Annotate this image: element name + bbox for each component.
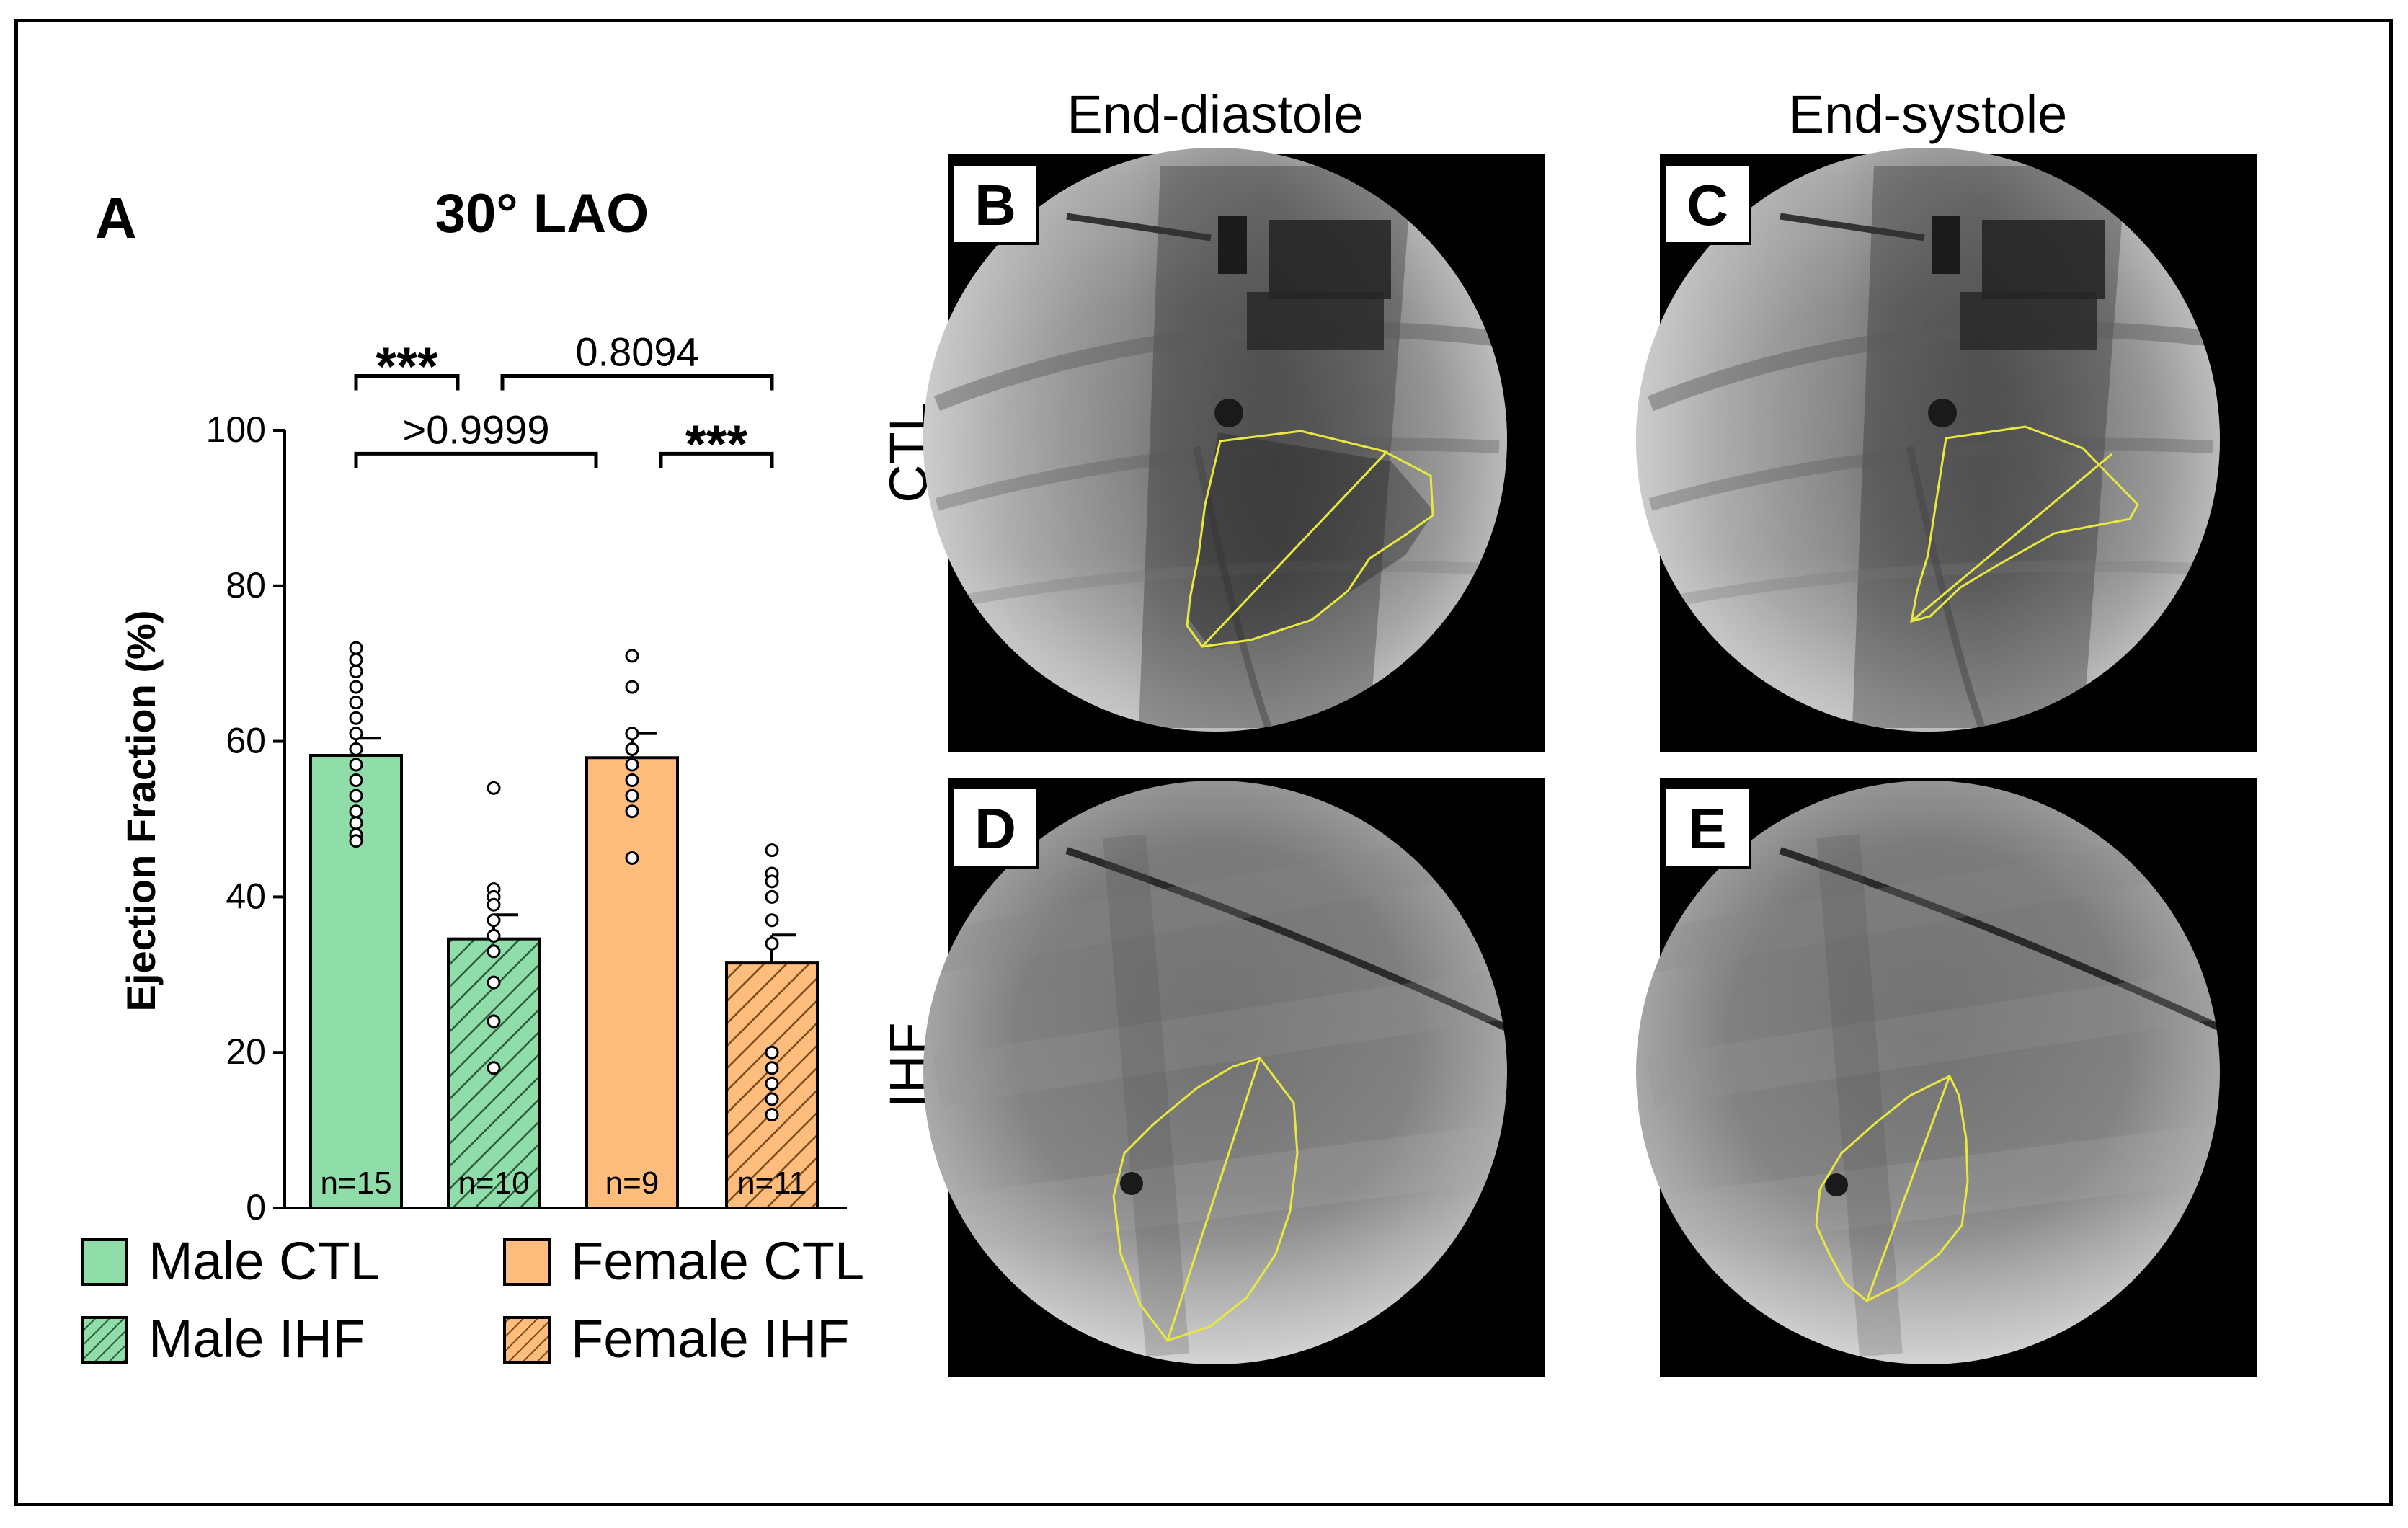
data-point	[625, 649, 639, 663]
y-tick-label: 100	[206, 409, 266, 450]
data-point	[349, 641, 363, 655]
data-point	[625, 758, 639, 772]
data-point	[765, 1076, 779, 1091]
comparison-bracket	[354, 373, 460, 391]
y-tick-label: 60	[226, 721, 266, 761]
column-header-end-systole: End-systole	[1789, 84, 2068, 144]
panel-b-angiogram: B	[923, 148, 1545, 752]
data-point	[349, 804, 363, 819]
comparison-label: 0.8094	[575, 329, 698, 374]
data-point	[765, 1061, 779, 1075]
data-point	[487, 1014, 501, 1029]
data-point	[487, 928, 501, 943]
data-point	[487, 897, 501, 912]
panel-c-angiogram: C	[1636, 148, 2257, 752]
data-point	[349, 664, 363, 678]
bars-group	[309, 754, 819, 1210]
data-point	[625, 742, 639, 756]
data-point	[487, 1061, 501, 1075]
data-point	[625, 727, 639, 741]
comparison-label: ***	[685, 414, 748, 474]
data-point	[487, 944, 501, 959]
error-bars-group	[355, 732, 796, 964]
chart-title: 30° LAO	[435, 183, 649, 244]
y-tick-label: 40	[226, 876, 266, 916]
data-point	[349, 742, 363, 756]
lv-outline-b	[1186, 430, 1434, 648]
data-point	[487, 781, 501, 795]
y-tick-label: 0	[246, 1187, 266, 1227]
n-label: n=15	[320, 1165, 391, 1201]
panel-e-xray-image	[1636, 781, 2220, 1364]
data-point	[349, 816, 363, 830]
data-point	[349, 834, 363, 848]
panel-d-angiogram: D	[923, 778, 1545, 1377]
data-point	[765, 889, 779, 904]
data-point	[349, 696, 363, 710]
data-point	[349, 652, 363, 667]
legend-swatch	[503, 1238, 551, 1286]
legend-label: Female CTL	[571, 1231, 864, 1291]
n-label: n=10	[458, 1165, 529, 1201]
comparison-label: >0.9999	[403, 407, 550, 452]
n-labels-group: n=15 n=10 n=9 n=11	[320, 1165, 806, 1201]
panel-b-xray-image	[923, 148, 1507, 732]
panel-d-xray-image	[923, 781, 1507, 1364]
y-tick-label: 80	[226, 565, 266, 605]
panel-letter-c: C	[1687, 173, 1728, 237]
comparison-bracket	[659, 451, 774, 468]
legend-label: Male CTL	[148, 1231, 380, 1291]
panel-letter-e: E	[1688, 796, 1726, 861]
panel-letter-a: A	[95, 186, 137, 250]
data-point	[349, 773, 363, 788]
data-point	[349, 758, 363, 772]
panel-letter-b: B	[974, 173, 1016, 237]
legend-swatch	[81, 1316, 128, 1364]
data-point	[765, 1108, 779, 1122]
data-point	[765, 936, 779, 951]
y-axis-label: Ejection Fraction (%)	[118, 610, 164, 1012]
data-point	[487, 913, 501, 928]
data-point	[765, 843, 779, 858]
comparison-label: ***	[376, 336, 438, 396]
data-point	[349, 789, 363, 803]
column-header-end-diastole: End-diastole	[1067, 84, 1363, 144]
lv-outline-c	[1910, 425, 2139, 623]
data-point	[765, 913, 779, 928]
comparison-bracket	[354, 451, 598, 468]
data-point	[765, 1045, 779, 1060]
data-point	[765, 874, 779, 889]
n-label: n=9	[605, 1165, 659, 1201]
legend-label: Male IHF	[148, 1309, 365, 1369]
panel-letter-d: D	[974, 796, 1016, 861]
data-point	[625, 680, 639, 694]
n-label: n=11	[737, 1165, 807, 1201]
legend: Male CTL Female CTL Male IHF Female IHF	[81, 1231, 864, 1369]
lv-outline-d	[1112, 1057, 1299, 1342]
data-point	[625, 773, 639, 788]
panel-a-chart: A 30° LAO Ejection Fraction (%) 0 20 40 60 8…	[81, 183, 864, 1369]
data-point	[765, 1092, 779, 1106]
data-point	[349, 680, 363, 694]
data-point	[625, 804, 639, 819]
legend-swatch	[503, 1316, 551, 1364]
data-point	[625, 789, 639, 803]
data-point	[487, 975, 501, 990]
y-tick-label: 20	[226, 1031, 266, 1072]
bar-female-ctl	[585, 756, 679, 1210]
legend-swatch	[81, 1238, 128, 1286]
lv-outline-e	[1815, 1074, 1969, 1302]
data-points-group	[349, 641, 779, 1122]
panel-e-angiogram: E	[1636, 778, 2257, 1377]
comparisons-group: *** 0.8094 >0.9999 ***	[354, 329, 774, 474]
data-point	[349, 711, 363, 725]
comparison-bracket	[500, 373, 774, 391]
data-point	[625, 850, 639, 865]
data-point	[349, 727, 363, 741]
legend-label: Female IHF	[571, 1309, 850, 1369]
